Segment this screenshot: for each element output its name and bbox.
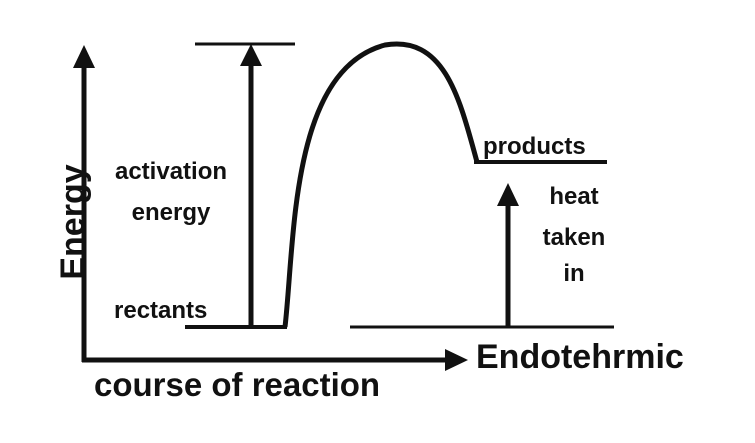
x-axis-arrowhead xyxy=(445,349,468,371)
heat-label-line2: taken xyxy=(543,224,606,251)
heat-label-line1: heat xyxy=(549,183,598,210)
y-axis-arrowhead xyxy=(73,45,95,68)
reactants-label: rectants xyxy=(114,297,207,324)
activation-label-line1: activation xyxy=(115,158,227,185)
products-label: products xyxy=(483,133,586,160)
y-axis-label: Energy xyxy=(54,164,92,279)
energy-curve xyxy=(282,41,480,328)
activation-label-line2: energy xyxy=(132,199,211,226)
reaction-type-label: Endotehrmic xyxy=(476,338,684,376)
heat-arrowhead xyxy=(497,183,519,206)
activation-energy-arrowhead xyxy=(240,44,262,66)
x-axis-label: course of reaction xyxy=(94,366,380,403)
heat-label-line3: in xyxy=(563,260,584,287)
